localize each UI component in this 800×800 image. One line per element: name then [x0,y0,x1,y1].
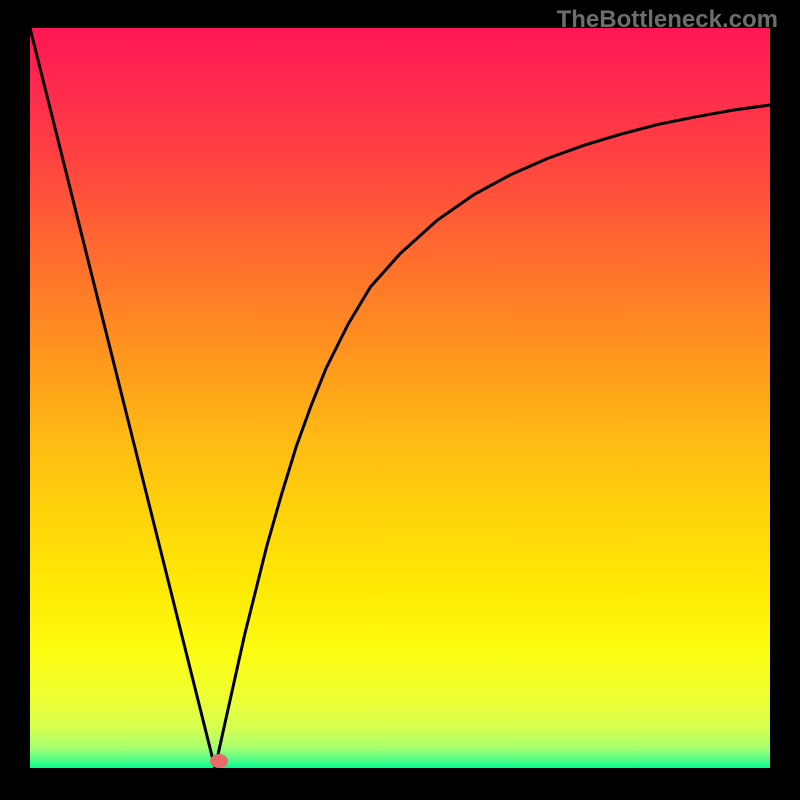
plot-area [30,28,770,768]
watermark-text: TheBottleneck.com [557,6,778,34]
bottleneck-curve [30,28,770,768]
chart-stage: TheBottleneck.com [0,0,800,800]
curve-svg [30,28,770,768]
bottleneck-marker [210,754,228,768]
